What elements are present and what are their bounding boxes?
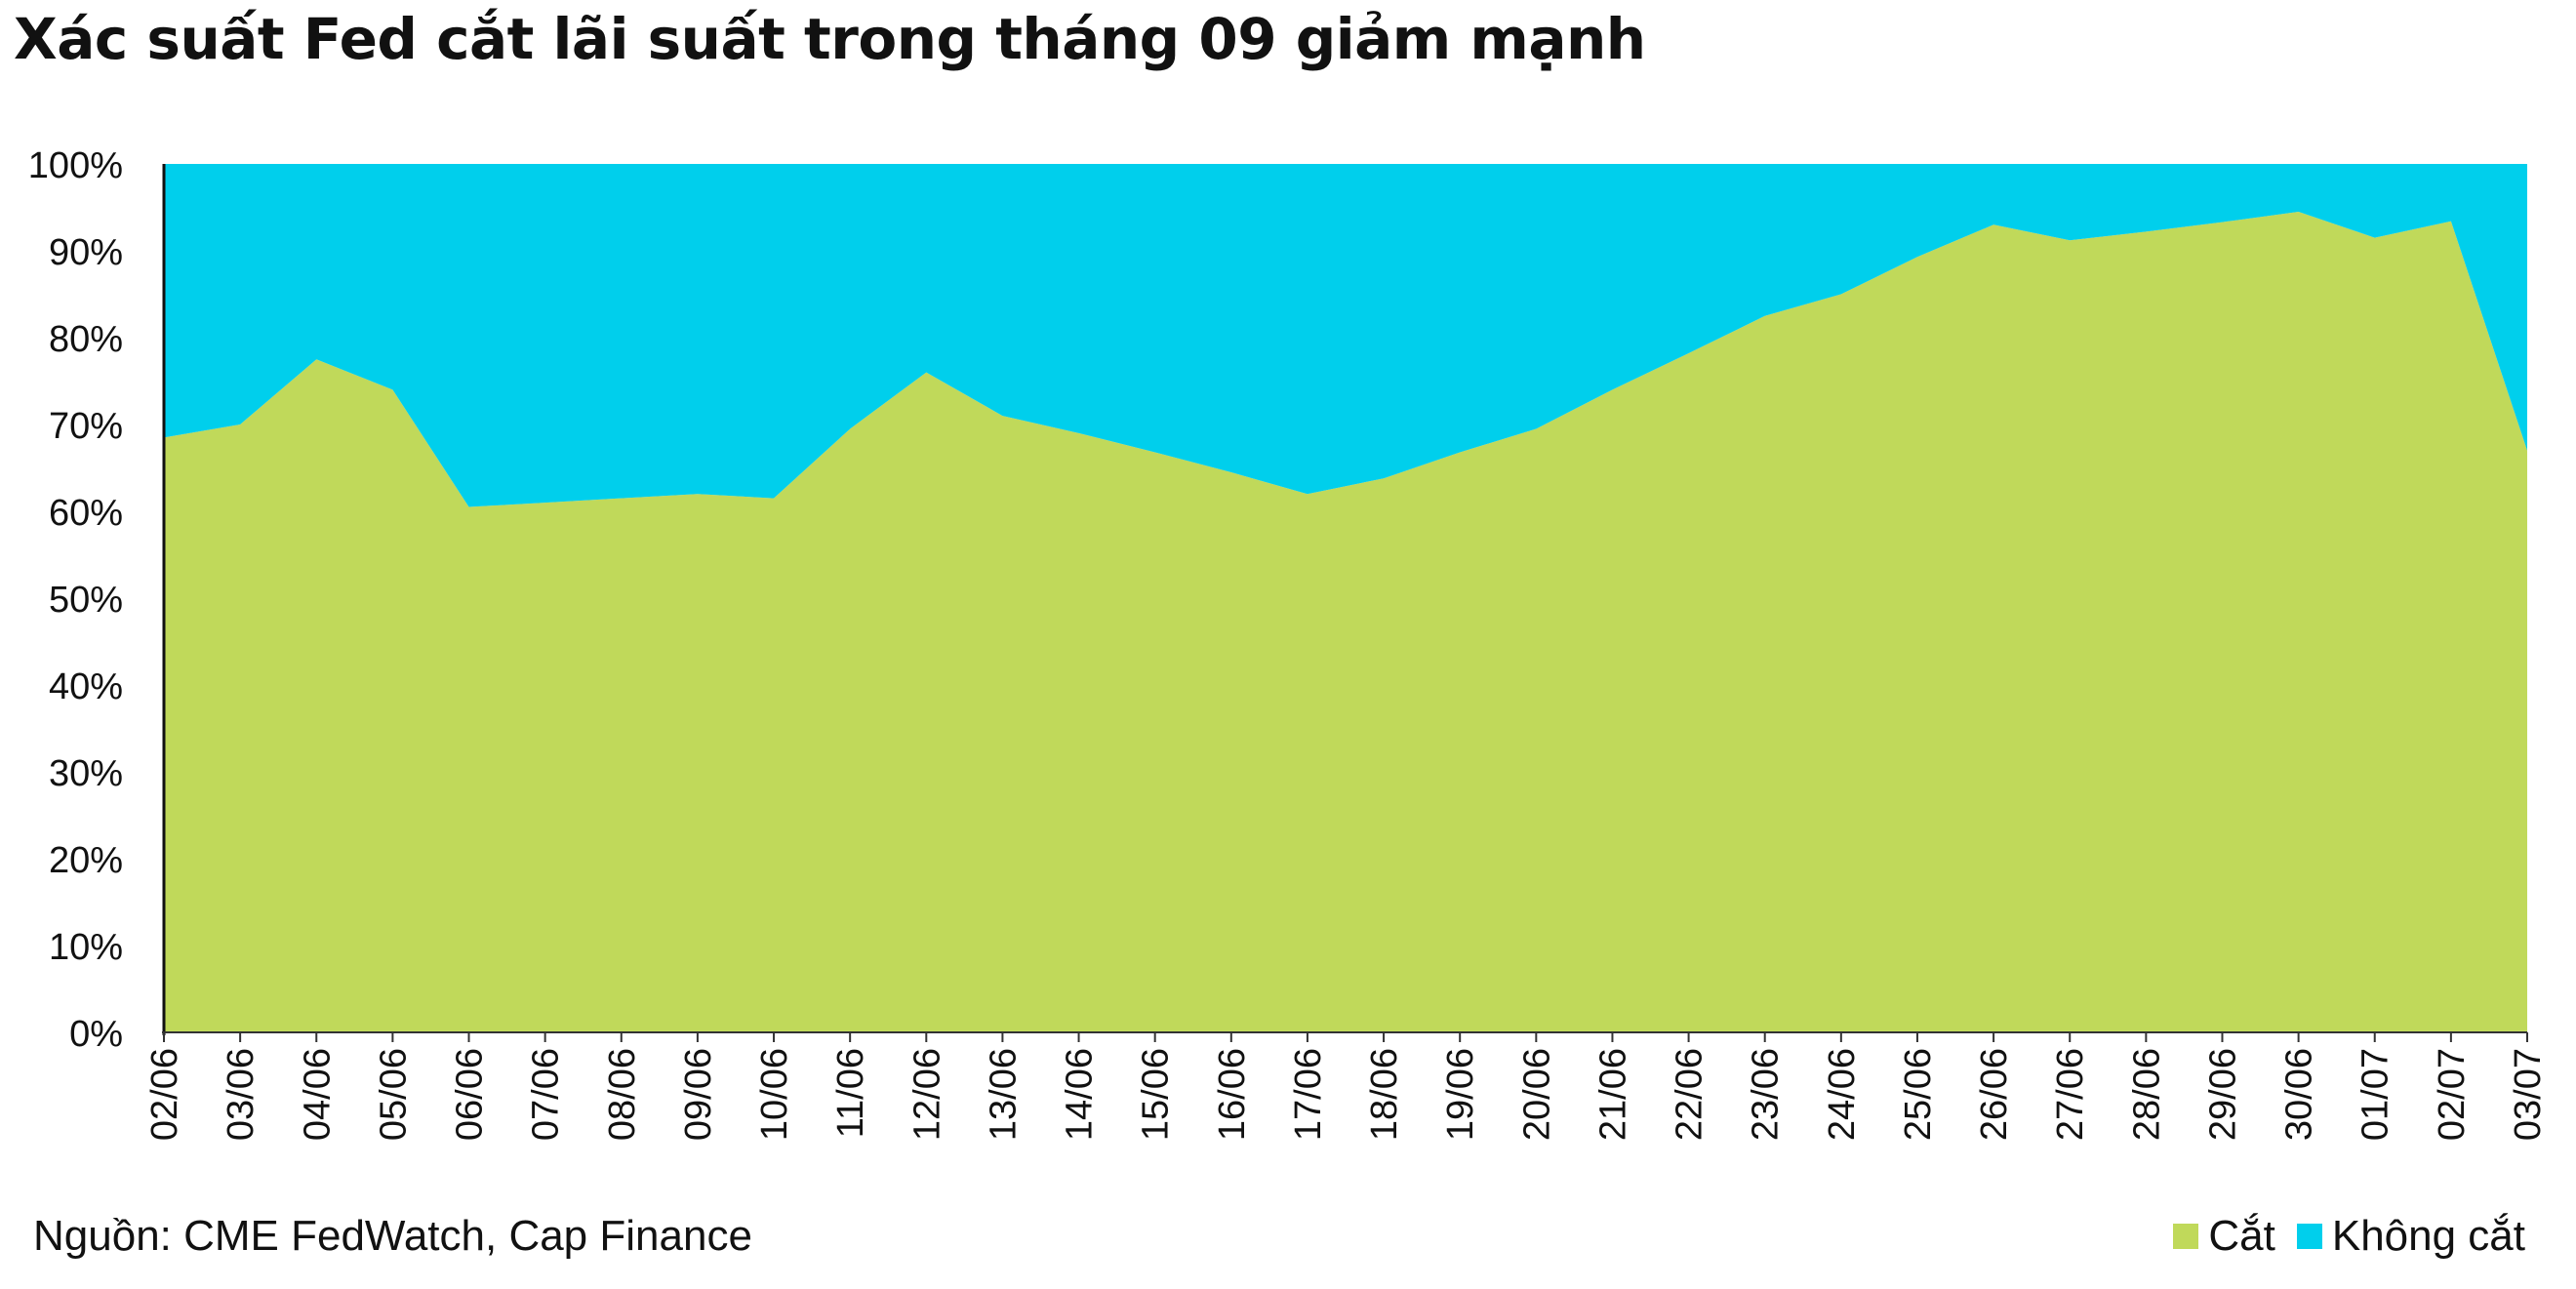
- y-tick-label: 20%: [49, 840, 123, 881]
- x-tick-label: 22/06: [1670, 1048, 1711, 1141]
- x-tick-label: 15/06: [1136, 1048, 1177, 1141]
- x-tick-label: 17/06: [1288, 1048, 1329, 1141]
- x-tick-label: 27/06: [2050, 1048, 2091, 1141]
- x-tick-label: 24/06: [1822, 1048, 1863, 1141]
- y-tick-label: 40%: [49, 666, 123, 707]
- legend-label-no-cut: Không cắt: [2331, 1212, 2525, 1260]
- x-tick-label: 09/06: [678, 1048, 719, 1141]
- y-tick-label: 0%: [69, 1014, 123, 1055]
- x-tick-label: 19/06: [1440, 1048, 1481, 1141]
- x-tick-label: 10/06: [754, 1048, 795, 1141]
- x-tick-label: 13/06: [983, 1048, 1024, 1141]
- x-tick-label: 11/06: [830, 1048, 871, 1138]
- x-tick-label: 30/06: [2279, 1048, 2320, 1141]
- x-tick-label: 16/06: [1212, 1048, 1253, 1141]
- axes-group: 0% 10% 20% 30% 40% 50% 60% 70% 80% 90% 100% 02/06 03…: [28, 145, 2549, 1141]
- legend-item-cut: Cắt: [2173, 1212, 2275, 1261]
- y-tick-label: 30%: [49, 753, 123, 794]
- legend-item-no-cut: Không cắt: [2296, 1212, 2525, 1261]
- x-tick-label: 18/06: [1364, 1048, 1405, 1141]
- x-tick-label: 25/06: [1898, 1048, 1939, 1141]
- source-note: Nguồn: CME FedWatch, Cap Finance: [33, 1212, 752, 1260]
- x-tick-label: 02/07: [2432, 1048, 2473, 1141]
- area-series-group: [164, 164, 2527, 1032]
- x-tick-label: 20/06: [1516, 1048, 1557, 1141]
- y-tick-label: 100%: [28, 145, 123, 186]
- legend: Cắt Không cắt: [2173, 1212, 2525, 1261]
- x-tick-label: 06/06: [450, 1048, 491, 1141]
- x-tick-label: 12/06: [906, 1048, 947, 1141]
- x-tick-label: 04/06: [297, 1048, 338, 1141]
- y-tick-label: 60%: [49, 493, 123, 534]
- x-tick-label: 07/06: [526, 1048, 567, 1141]
- x-tick-label: 02/06: [144, 1048, 185, 1141]
- chart-title: Xác suất Fed cắt lãi suất trong tháng 09…: [14, 6, 1646, 72]
- y-tick-label: 70%: [49, 406, 123, 447]
- y-tick-label: 10%: [49, 927, 123, 968]
- x-tick-label: 28/06: [2126, 1048, 2167, 1141]
- legend-swatch-no-cut: [2296, 1224, 2322, 1249]
- x-tick-label: 03/07: [2508, 1048, 2549, 1141]
- x-tick-label: 05/06: [373, 1048, 414, 1141]
- area-series-1: [164, 164, 2527, 507]
- legend-label-cut: Cắt: [2208, 1212, 2275, 1260]
- x-tick-label: 03/06: [221, 1048, 262, 1141]
- x-tick-label: 14/06: [1060, 1048, 1101, 1141]
- y-tick-label: 80%: [49, 319, 123, 360]
- x-tick-label: 01/07: [2355, 1048, 2396, 1141]
- y-tick-label: 50%: [49, 580, 123, 621]
- area-series-0: [164, 212, 2527, 1032]
- y-tick-label: 90%: [49, 232, 123, 273]
- x-tick-label: 21/06: [1593, 1048, 1634, 1141]
- x-tick-label: 26/06: [1974, 1048, 2015, 1141]
- x-tick-label: 29/06: [2203, 1048, 2244, 1141]
- legend-swatch-cut: [2173, 1224, 2199, 1249]
- x-tick-label: 08/06: [602, 1048, 643, 1141]
- x-tick-label: 23/06: [1746, 1048, 1787, 1141]
